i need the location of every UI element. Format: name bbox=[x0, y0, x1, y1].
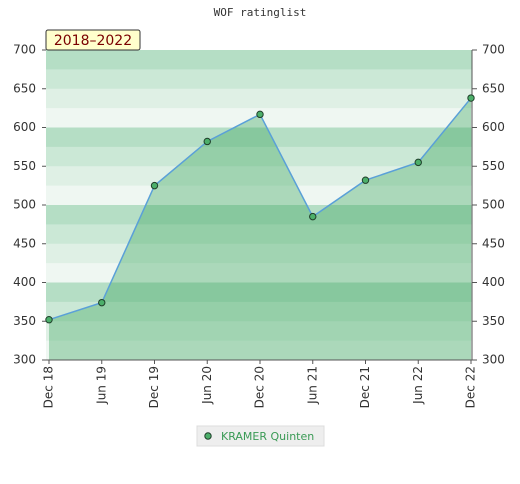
background-band bbox=[46, 69, 472, 90]
point bbox=[309, 212, 317, 221]
point bbox=[98, 298, 106, 307]
area bbox=[49, 98, 471, 361]
x-tick-label: Dec 19 bbox=[147, 366, 161, 408]
x-tick-label: Dec 21 bbox=[358, 366, 372, 408]
background-band bbox=[46, 146, 472, 167]
x-tick-label: Dec 20 bbox=[253, 366, 267, 408]
y2-tick-label: 550 bbox=[482, 159, 505, 173]
point bbox=[203, 137, 211, 146]
y2-tick-label: 650 bbox=[482, 81, 505, 95]
y-tick-label: 300 bbox=[13, 353, 36, 367]
y2-tick-label: 700 bbox=[482, 43, 505, 57]
y-tick-label: 550 bbox=[13, 159, 36, 173]
x-tick-label: Jun 21 bbox=[305, 366, 319, 405]
background-band bbox=[46, 301, 472, 322]
legend-marker bbox=[204, 432, 212, 440]
x-tick-label: Dec 18 bbox=[42, 366, 56, 408]
point bbox=[414, 158, 422, 167]
background-band bbox=[46, 243, 472, 264]
background-band bbox=[46, 205, 472, 225]
point bbox=[256, 110, 264, 119]
background-band bbox=[46, 340, 472, 361]
y-tick-label: 450 bbox=[13, 236, 36, 250]
x-tick-label: Jun 22 bbox=[411, 366, 425, 405]
background-band bbox=[46, 282, 472, 303]
x-tick-label: Jun 19 bbox=[94, 366, 108, 405]
background-band bbox=[46, 321, 472, 342]
point bbox=[45, 316, 53, 324]
x-tick-label: Jun 20 bbox=[200, 366, 214, 405]
background-band bbox=[46, 263, 472, 283]
point bbox=[150, 181, 159, 190]
legend-label: KRAMER Quinten bbox=[221, 430, 314, 443]
y-tick-label: 350 bbox=[13, 314, 36, 328]
chart-title: WOF ratinglist bbox=[214, 6, 307, 19]
y-tick-label: 700 bbox=[13, 43, 36, 57]
background-band bbox=[46, 224, 472, 245]
background-band bbox=[46, 88, 472, 109]
x-tick-label: Dec 22 bbox=[464, 366, 478, 408]
y2-tick-label: 400 bbox=[482, 275, 505, 289]
annotation-box bbox=[45, 29, 141, 51]
y-tick-label: 600 bbox=[13, 120, 36, 134]
y-tick-label: 500 bbox=[13, 198, 36, 212]
annotation: 2018–2022 bbox=[54, 33, 132, 49]
background-band bbox=[46, 50, 472, 70]
point bbox=[361, 176, 370, 184]
point bbox=[467, 94, 475, 102]
y2-tick-label: 300 bbox=[482, 353, 505, 367]
y2-tick-label: 500 bbox=[482, 198, 505, 212]
background-band bbox=[46, 108, 472, 128]
y-tick-label: 650 bbox=[13, 81, 36, 95]
y-tick-label: 400 bbox=[13, 275, 36, 289]
y2-tick-label: 350 bbox=[482, 314, 505, 328]
y2-tick-label: 450 bbox=[482, 236, 505, 250]
y2-tick-label: 600 bbox=[482, 120, 505, 134]
background-band bbox=[46, 127, 472, 148]
legend-box bbox=[196, 425, 325, 447]
